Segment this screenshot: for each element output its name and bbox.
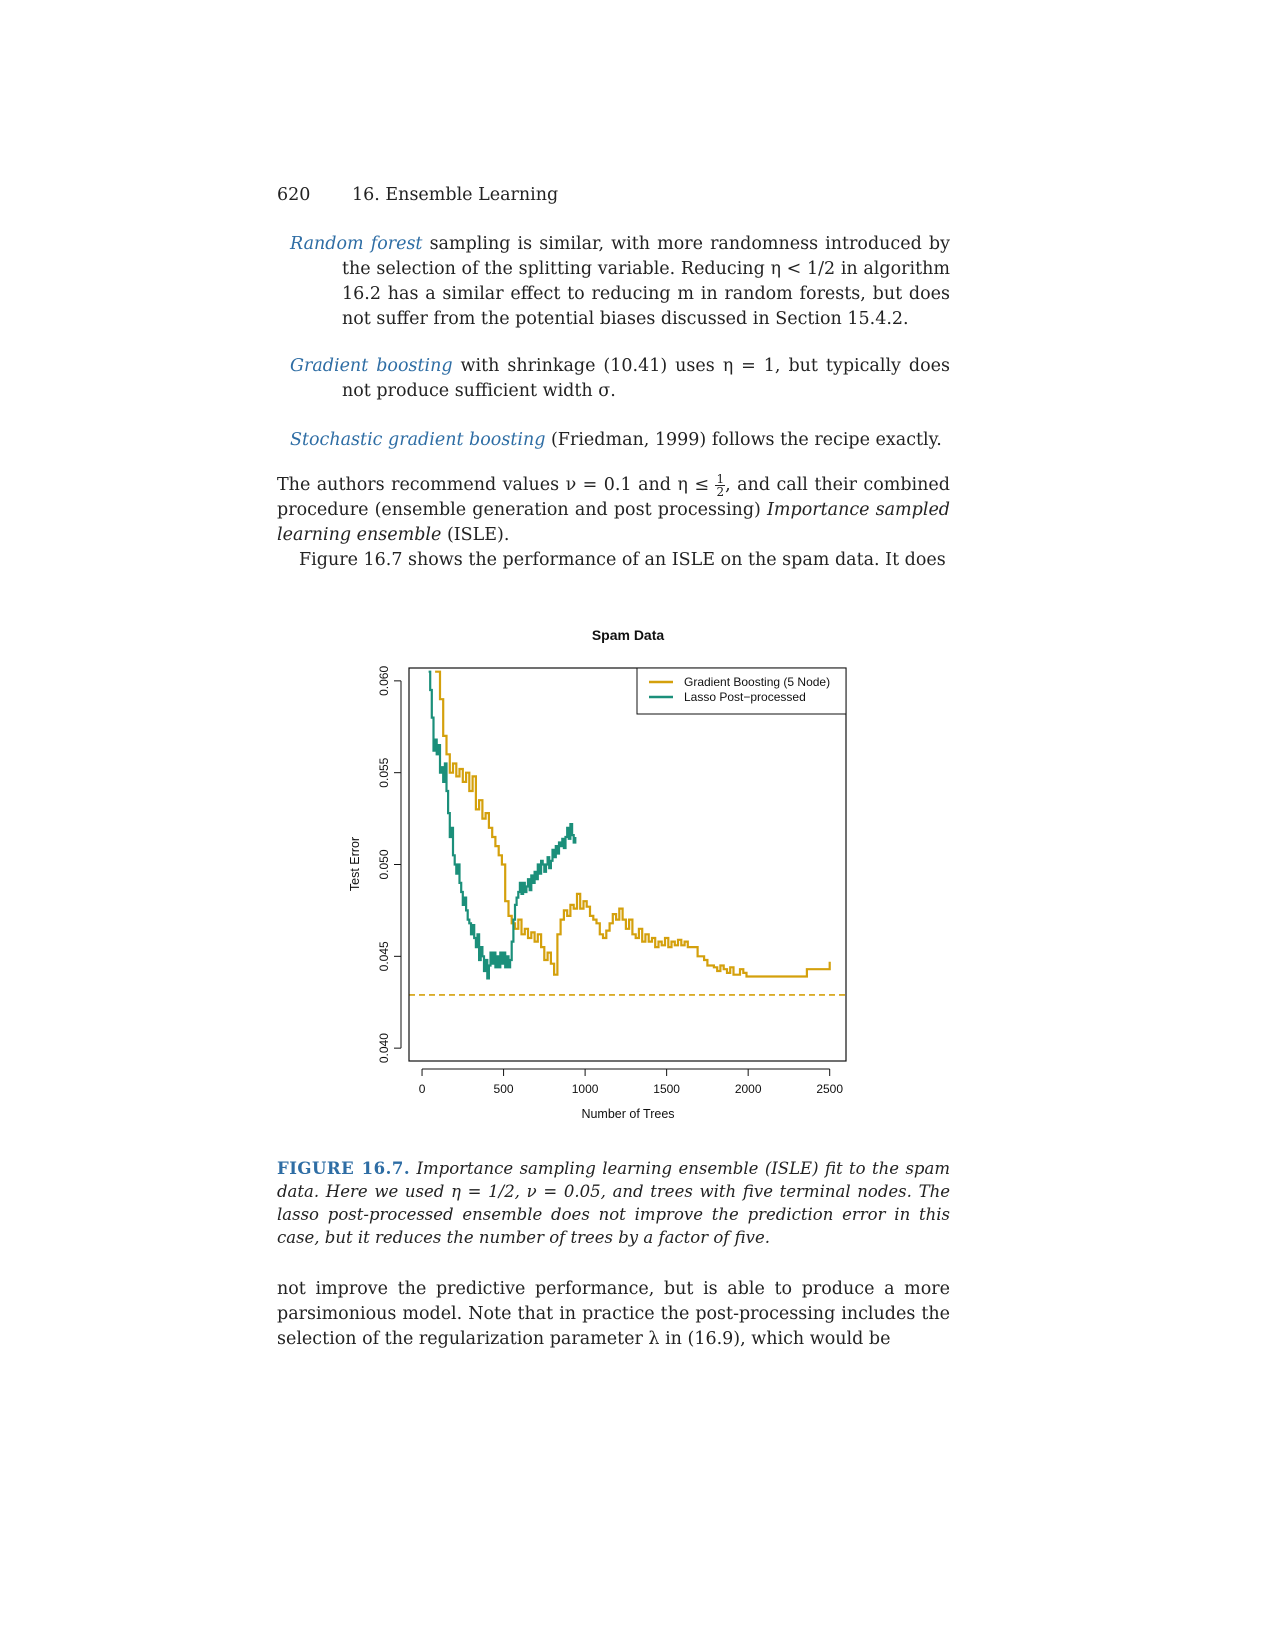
legend: Gradient Boosting (5 Node) Lasso Post−pr… xyxy=(636,667,847,715)
x-axis-label: Number of Trees xyxy=(581,1107,674,1121)
body-paragraph-3: not improve the predictive performance, … xyxy=(277,1277,950,1352)
fraction-numerator: 1 xyxy=(715,472,726,486)
para-text: The authors recommend values ν = 0.1 and… xyxy=(277,475,716,495)
legend-box xyxy=(636,667,847,715)
y-tick-label: 0.045 xyxy=(377,941,391,971)
x-tick-label: 2500 xyxy=(816,1082,843,1096)
y-tick-label: 0.040 xyxy=(377,1033,391,1063)
x-tick-label: 500 xyxy=(494,1082,514,1096)
y-axis-label: Test Error xyxy=(348,837,362,891)
legend-label-gradient-boosting: Gradient Boosting (5 Node) xyxy=(684,675,830,689)
list-item-gradient-boosting: Gradient boosting with shrinkage (10.41)… xyxy=(290,354,950,404)
para-text: (ISLE). xyxy=(441,525,510,545)
para-text: , and call their combined procedure (ens… xyxy=(277,475,950,520)
x-tick-label: 1000 xyxy=(572,1082,599,1096)
series-line-gradient-boosting xyxy=(435,670,831,978)
y-tick-label: 0.050 xyxy=(377,849,391,879)
fraction-denominator: 2 xyxy=(716,485,725,499)
caption-text: Importance sampling learning ensemble (I… xyxy=(277,1159,950,1247)
axes: 0 500 1000 1500 2000 2500 0.040 0.045 0.050 0.055… xyxy=(377,666,843,1096)
y-tick-label: 0.060 xyxy=(377,666,391,696)
term-random-forest: Random forest xyxy=(290,234,423,254)
page-number: 620 xyxy=(277,185,311,205)
list-item-stochastic-boosting: Stochastic gradient boosting (Friedman, … xyxy=(290,428,950,453)
figure-caption: FIGURE 16.7. Importance sampling learnin… xyxy=(277,1157,950,1249)
body-paragraph: The authors recommend values ν = 0.1 and… xyxy=(277,473,950,573)
series-line-lasso-post-processed xyxy=(428,670,577,980)
running-header: 620 16. Ensemble Learning xyxy=(277,183,558,208)
item-text: (Friedman, 1999) follows the recipe exac… xyxy=(545,430,942,450)
term-gradient-boosting: Gradient boosting xyxy=(290,356,453,376)
body-paragraph-2: Figure 16.7 shows the performance of an … xyxy=(299,550,946,570)
figure-label: FIGURE 16.7. xyxy=(277,1159,411,1178)
list-item-random-forest: Random forest sampling is similar, with … xyxy=(290,232,950,332)
x-tick-label: 1500 xyxy=(653,1082,680,1096)
x-tick-label: 2000 xyxy=(735,1082,762,1096)
body-paragraph-3-text: not improve the predictive performance, … xyxy=(277,1279,950,1349)
para-emphasis: Importance sampled learning ensemble xyxy=(277,500,951,545)
chart-title: Spam Data xyxy=(592,627,665,643)
item-text: with shrinkage (10.41) uses η = 1, but t… xyxy=(342,356,950,401)
y-tick-label: 0.055 xyxy=(377,757,391,787)
x-tick-label: 0 xyxy=(419,1082,426,1096)
item-text: sampling is similar, with more randomnes… xyxy=(342,234,950,329)
term-stochastic-boosting: Stochastic gradient boosting xyxy=(290,430,546,450)
chapter-title: 16. Ensemble Learning xyxy=(352,185,559,205)
plot-area xyxy=(409,670,846,996)
plot-frame xyxy=(408,667,847,1062)
legend-label-lasso: Lasso Post−processed xyxy=(684,690,806,704)
